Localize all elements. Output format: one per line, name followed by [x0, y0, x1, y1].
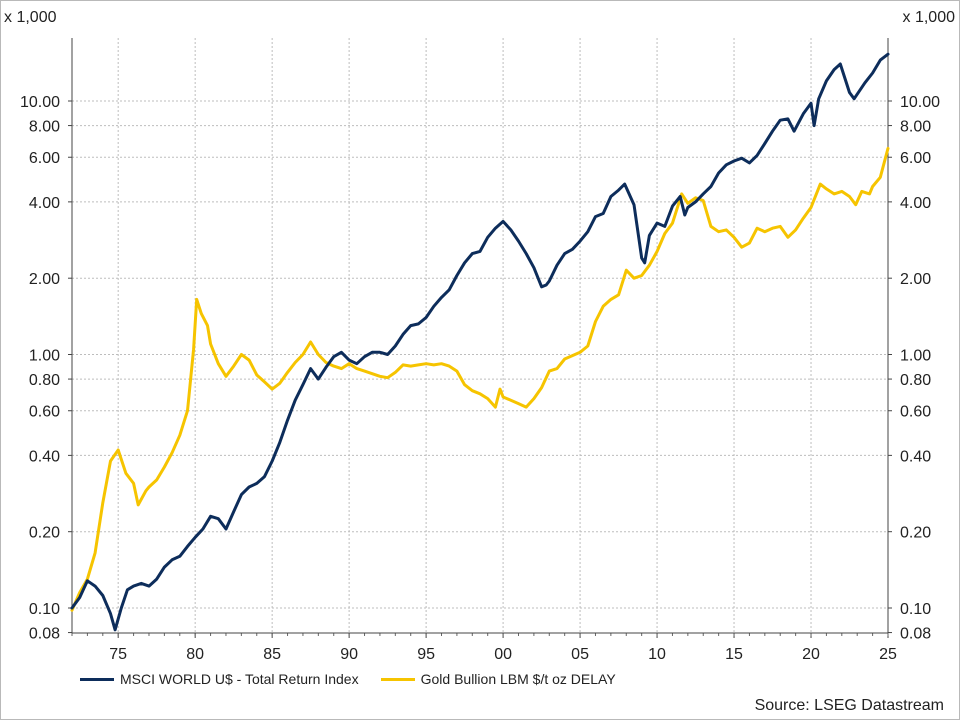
y-tick-label-left: 0.08: [29, 626, 60, 643]
legend-item-gold: Gold Bullion LBM $/t oz DELAY: [380, 671, 616, 687]
y-tick-label-right: 0.60: [900, 404, 931, 421]
x-tick-label: 20: [802, 646, 820, 663]
x-tick-label: 15: [725, 646, 743, 663]
x-tick-label: 85: [263, 646, 281, 663]
y-tick-label-left: 0.10: [29, 601, 60, 618]
series-line-gold-bullion: [70, 146, 890, 612]
series-line-msci-world: [70, 52, 890, 632]
legend-label-gold: Gold Bullion LBM $/t oz DELAY: [420, 671, 616, 687]
x-tick-label: 10: [648, 646, 666, 663]
y-unit-note-right: x 1,000: [903, 9, 956, 26]
y-tick-label-left: 10.00: [20, 94, 60, 111]
x-tick-label: 90: [340, 646, 358, 663]
x-tick-label: 00: [494, 646, 512, 663]
legend-label-msci: MSCI WORLD U$ - Total Return Index: [120, 671, 359, 687]
y-tick-label-left: 1.00: [29, 348, 60, 365]
y-tick-label-right: 6.00: [900, 150, 931, 167]
x-tick-label: 95: [417, 646, 435, 663]
y-tick-label-right: 8.00: [900, 119, 931, 136]
legend-item-msci: MSCI WORLD U$ - Total Return Index: [80, 671, 359, 687]
y-tick-label-left: 6.00: [29, 150, 60, 167]
x-tick-label: 75: [109, 646, 127, 663]
y-tick-label-left: 0.20: [29, 525, 60, 542]
y-tick-label-right: 0.20: [900, 525, 931, 542]
x-tick-label: 80: [186, 646, 204, 663]
legend-swatch-msci: [80, 677, 114, 681]
y-tick-label-right: 1.00: [900, 348, 931, 365]
y-tick-label-left: 0.40: [29, 448, 60, 465]
source-note: Source: LSEG Datastream: [754, 697, 944, 714]
gridlines: [72, 38, 888, 633]
y-tick-label-left: 0.80: [29, 372, 60, 389]
y-tick-label-right: 0.40: [900, 448, 931, 465]
y-tick-label-right: 4.00: [900, 195, 931, 212]
legend: MSCI WORLD U$ - Total Return Index Gold …: [80, 671, 638, 687]
y-unit-note-left: x 1,000: [4, 9, 57, 26]
y-tick-label-left: 2.00: [29, 271, 60, 288]
y-tick-label-left: 0.60: [29, 404, 60, 421]
y-tick-label-right: 0.10: [900, 601, 931, 618]
x-tick-label: 25: [879, 646, 897, 663]
y-tick-label-right: 2.00: [900, 271, 931, 288]
y-tick-label-right: 0.80: [900, 372, 931, 389]
series-lines: [70, 52, 890, 632]
y-tick-label-left: 8.00: [29, 119, 60, 136]
y-tick-label-right: 0.08: [900, 626, 931, 643]
legend-swatch-gold: [380, 677, 415, 681]
y-tick-label-left: 4.00: [29, 195, 60, 212]
axes: 10.00 10.00 8.00 8.00 6.00 6.00 4.00 4.00 2.00 2.…: [20, 38, 940, 663]
x-tick-label: 05: [571, 646, 589, 663]
y-tick-label-right: 10.00: [900, 94, 940, 111]
